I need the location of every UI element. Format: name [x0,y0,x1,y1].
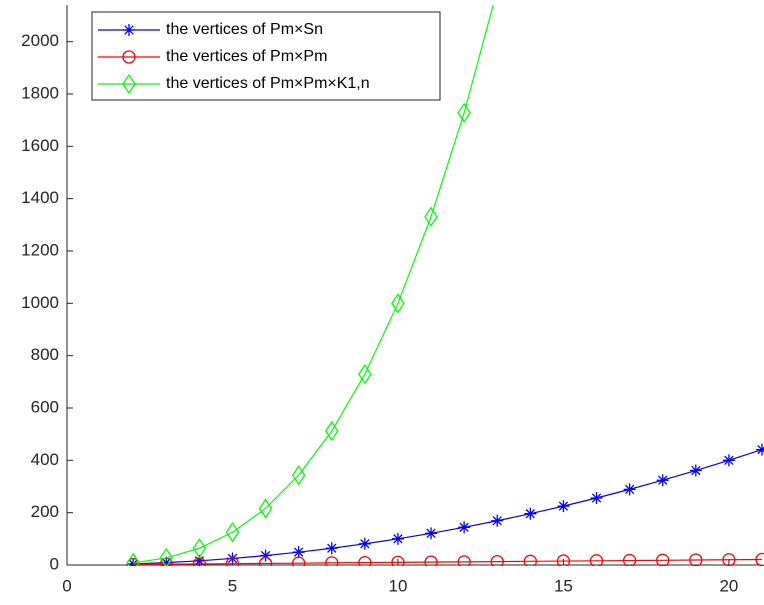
legend-label: the vertices of Pm×Pm [166,48,327,65]
marker [589,554,604,566]
x-tick-label: 0 [62,576,71,595]
marker [457,555,471,566]
marker [258,498,273,519]
marker [722,553,736,566]
marker [424,206,438,227]
marker [192,538,207,559]
marker [722,454,735,467]
marker [325,542,338,555]
legend-marker [122,73,136,95]
x-tick-label: 20 [719,576,738,595]
y-tick-label: 0 [50,554,59,573]
series-line [133,5,494,564]
marker [159,547,174,566]
legend-label: the vertices of Pm×Sn [166,21,323,38]
marker [557,500,570,513]
x-tick-label: 10 [388,576,407,595]
y-tick-label: 1600 [21,136,59,155]
y-tick-label: 600 [31,397,59,416]
marker [689,553,703,566]
y-tick-label: 1400 [21,188,59,207]
marker [358,537,371,550]
marker [358,364,372,385]
marker [259,549,272,562]
marker [226,552,239,565]
marker [324,420,339,442]
marker [291,465,306,486]
legend-marker [123,24,135,36]
marker [656,474,669,487]
y-tick-label: 1000 [21,293,59,312]
x-tick-label: 5 [228,576,237,595]
marker [391,555,405,566]
x-tick-label: 15 [554,576,573,595]
marker [292,556,306,566]
y-tick-label: 1800 [21,83,59,102]
marker [225,557,240,566]
marker [358,555,372,566]
legend-marker [122,50,136,64]
y-tick-label: 1200 [21,240,59,259]
marker [457,102,471,123]
marker [458,521,471,534]
marker [590,492,603,505]
marker [126,552,140,566]
marker [756,443,764,456]
marker [490,554,504,566]
marker [622,553,637,566]
y-tick-label: 800 [31,345,59,364]
legend-label: the vertices of Pm×Pm×K1,n [166,75,370,92]
marker [325,556,339,566]
marker [193,554,206,566]
marker [258,556,273,566]
y-tick-label: 400 [31,450,59,469]
marker [160,556,173,566]
plot-area [126,5,764,566]
marker [424,555,438,566]
marker [689,464,702,477]
marker [556,554,571,566]
marker [391,532,404,545]
marker [656,553,670,566]
marker [425,527,438,540]
marker [524,507,537,520]
legend-box [91,11,441,101]
marker [523,554,537,566]
marker [292,546,305,559]
legend: the vertices of Pm×Sn the vertices of Pm×… [91,11,441,101]
marker [623,483,636,496]
y-tick-label: 200 [31,502,59,521]
y-tick-label: 2000 [21,31,59,50]
series-line [133,449,763,565]
marker [225,522,240,543]
marker [391,293,405,314]
marker [755,552,764,566]
marker [126,557,140,566]
marker [491,514,504,527]
